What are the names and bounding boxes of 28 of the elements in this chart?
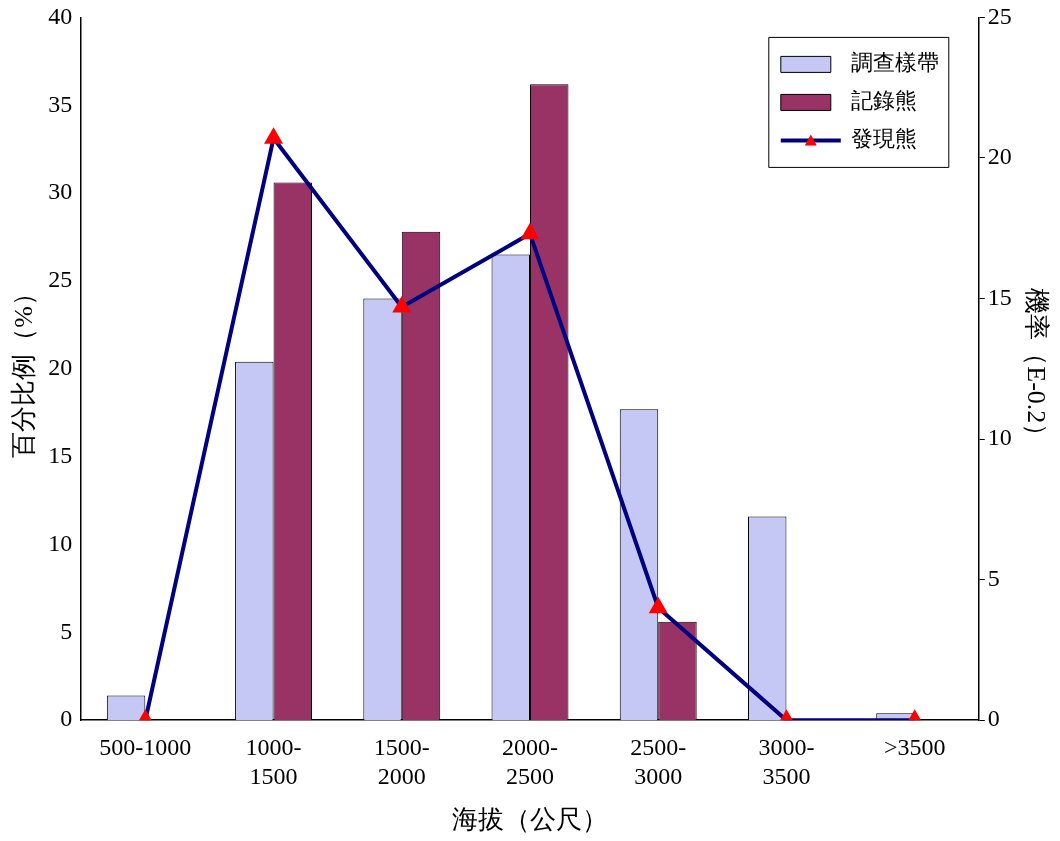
y-tick-label: 35	[48, 90, 73, 117]
y-tick-label: 5	[60, 617, 73, 644]
y-tick-label: 10	[48, 529, 73, 556]
y-tick-label: 0	[60, 705, 73, 732]
x-tick-label: >3500	[883, 733, 946, 760]
y-axis-title: 百分比例（%）	[9, 279, 39, 458]
x-tick-label: 2000-2500	[502, 733, 558, 789]
x-tick-label: 1000-1500	[245, 733, 302, 789]
x-tick-label: 2500-3000	[630, 733, 687, 789]
y-tick-label: 25	[48, 266, 73, 293]
legend-label: 調查樣帶	[850, 50, 939, 76]
y2-tick-label: 20	[987, 143, 1012, 170]
y-tick-label: 30	[48, 178, 73, 205]
y-tick-label: 40	[48, 2, 73, 29]
legend-label: 記錄熊	[850, 88, 917, 114]
legend-label: 發現熊	[850, 126, 917, 152]
y2-tick-label: 10	[987, 424, 1012, 451]
x-tick-label: 3000-3500	[758, 733, 815, 789]
y2-tick-label: 0	[987, 705, 1000, 732]
x-axis-title: 海拔（公尺）	[452, 805, 608, 835]
y2-axis-title: 機率（E-0.2）	[1021, 288, 1051, 450]
x-tick-label: 500-1000	[99, 733, 192, 760]
y2-tick-label: 5	[987, 564, 1000, 591]
x-tick-label: 1500-2000	[373, 733, 430, 789]
y2-tick-label: 15	[987, 283, 1012, 310]
y-tick-label: 15	[48, 441, 73, 468]
y2-tick-label: 25	[987, 2, 1012, 29]
y-tick-label: 20	[48, 354, 73, 381]
